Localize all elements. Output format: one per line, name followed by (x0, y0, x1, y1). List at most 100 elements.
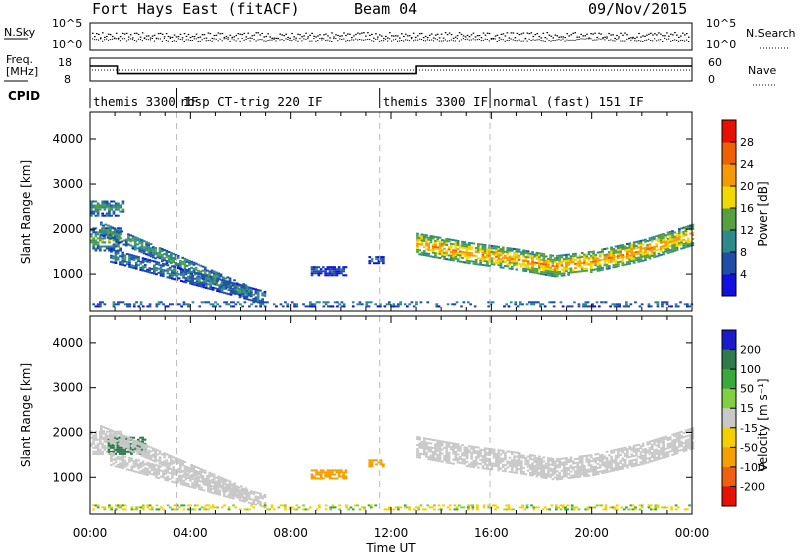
heatmap-cell (134, 462, 138, 465)
heatmap-cell (128, 456, 131, 459)
heatmap-cell (542, 476, 546, 479)
heatmap-cell (252, 503, 255, 505)
heatmap-cell (111, 440, 114, 442)
heatmap-cell (227, 484, 231, 487)
heatmap-cell (182, 508, 186, 511)
heatmap-cell (522, 255, 525, 258)
nsky-point (680, 35, 682, 37)
heatmap-cell (470, 447, 473, 450)
heatmap-cell (648, 452, 652, 455)
heatmap-cell (675, 440, 679, 443)
heatmap-cell (488, 468, 491, 471)
nsky-point (102, 32, 104, 34)
nsky-point (494, 35, 497, 37)
heatmap-cell (598, 251, 602, 254)
heatmap-cell (119, 462, 122, 465)
heatmap-cell (447, 445, 451, 448)
heatmap-cell (671, 242, 674, 245)
heatmap-cell (128, 263, 131, 266)
heatmap-cell (671, 453, 674, 456)
heatmap-cell (219, 273, 223, 276)
power-heatmap (90, 200, 695, 308)
heatmap-cell (143, 266, 147, 269)
heatmap-cell (379, 305, 382, 308)
nsky-point (109, 34, 112, 36)
heatmap-cell (680, 444, 683, 447)
heatmap-cell (170, 260, 173, 263)
heatmap-cell (531, 259, 534, 262)
heatmap-cell (183, 469, 187, 472)
nsearch-point (564, 40, 566, 42)
heatmap-cell (585, 253, 589, 256)
heatmap-cell (547, 264, 550, 266)
heatmap-cell (121, 465, 125, 468)
heatmap-cell (513, 254, 516, 257)
heatmap-cell (150, 259, 154, 262)
heatmap-cell (470, 252, 473, 255)
heatmap-cell (533, 456, 537, 459)
heatmap-cell (585, 458, 589, 461)
heatmap-cell (163, 249, 166, 251)
heatmap-cell (661, 303, 664, 306)
heatmap-cell (236, 490, 240, 493)
heatmap-cell (540, 466, 543, 469)
heatmap-cell (103, 245, 107, 248)
heatmap-cell (117, 504, 120, 507)
nsky-point (241, 34, 244, 36)
heatmap-cell (340, 301, 344, 304)
heatmap-cell (530, 303, 533, 306)
heatmap-cell (438, 240, 442, 243)
heatmap-cell (598, 267, 602, 270)
heatmap-cell (177, 476, 181, 479)
heatmap-cell (436, 236, 440, 239)
heatmap-cell (653, 453, 656, 456)
heatmap-cell (671, 244, 674, 247)
heatmap-cell (236, 496, 240, 499)
heatmap-cell (112, 446, 115, 449)
heatmap-cell (165, 459, 169, 462)
heatmap-cell (195, 282, 199, 285)
heatmap-cell (114, 251, 118, 254)
heatmap-cell (659, 233, 663, 236)
heatmap-cell (436, 455, 440, 458)
heatmap-cell (143, 438, 147, 441)
nsearch-point (508, 39, 510, 41)
heatmap-cell (445, 457, 449, 460)
heatmap-cell (653, 441, 656, 444)
heatmap-cell (324, 508, 328, 511)
heatmap-cell (447, 248, 451, 251)
heatmap-cell (556, 464, 559, 467)
heatmap-cell (223, 504, 226, 507)
heatmap-cell (632, 251, 636, 254)
heatmap-cell (112, 432, 116, 435)
nsearch-point (490, 38, 492, 40)
heatmap-cell (131, 245, 135, 248)
nsky-point (137, 33, 140, 36)
heatmap-cell (535, 467, 539, 470)
heatmap-cell (425, 437, 428, 440)
heatmap-cell (551, 275, 555, 277)
nsearch-point (598, 38, 600, 40)
nsearch-point (321, 39, 323, 41)
heatmap-cell (626, 466, 629, 469)
heatmap-cell (586, 301, 590, 304)
heatmap-cell (309, 303, 312, 306)
heatmap-cell (552, 301, 556, 304)
heatmap-cell (580, 473, 584, 476)
heatmap-cell (449, 257, 453, 259)
nsearch-point (205, 40, 207, 42)
heatmap-cell (163, 464, 166, 467)
heatmap-cell (130, 258, 134, 261)
heatmap-cell (454, 241, 458, 244)
nsky-point (554, 34, 557, 36)
heatmap-cell (220, 291, 224, 294)
heatmap-cell (661, 301, 664, 304)
heatmap-cell (666, 447, 670, 450)
heatmap-cell (367, 301, 371, 304)
nsky-point (403, 35, 405, 38)
nsearch-point (494, 38, 496, 40)
heatmap-cell (519, 470, 523, 473)
heatmap-cell (331, 469, 334, 472)
heatmap-cell (155, 263, 158, 266)
